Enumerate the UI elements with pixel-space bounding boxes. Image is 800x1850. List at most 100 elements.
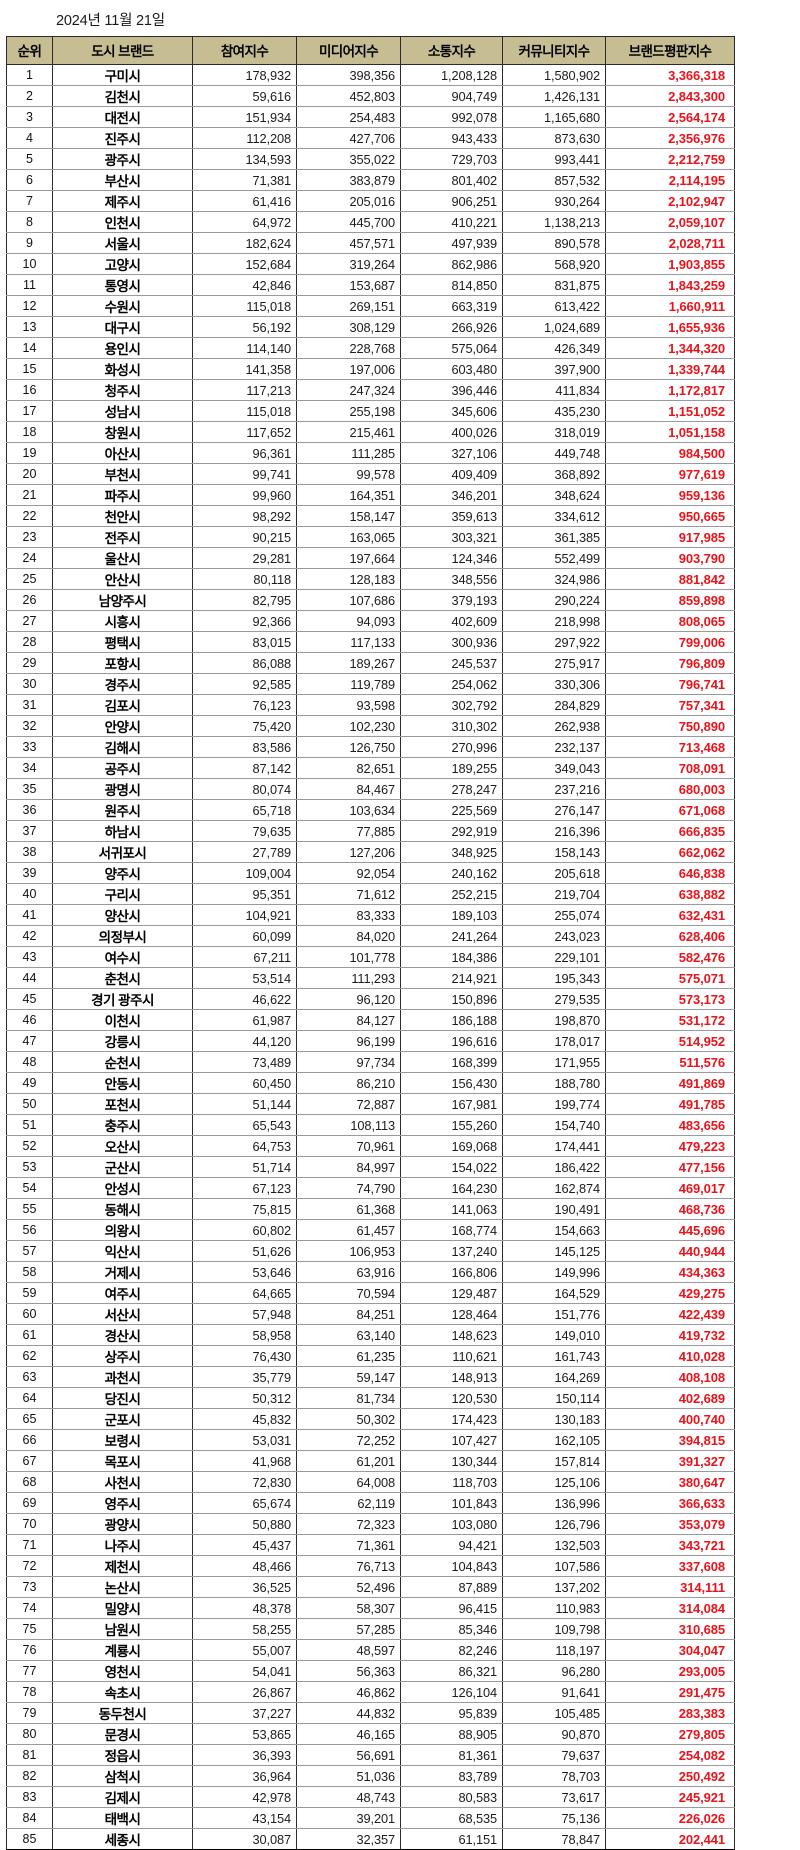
cell-media-index: 269,151 (296, 295, 401, 317)
cell-participation-index: 50,880 (192, 1513, 297, 1535)
cell-communication-index: 68,535 (400, 1807, 503, 1829)
cell-rank: 70 (6, 1513, 53, 1535)
cell-communication-index: 137,240 (400, 1240, 503, 1262)
cell-city-brand: 부산시 (52, 169, 193, 191)
table-row: 54 안성시 67,123 74,790 164,230 162,874 469,017 (6, 1177, 735, 1199)
cell-communication-index: 150,896 (400, 988, 503, 1010)
table-row: 44 춘천시 53,514 111,293 214,921 195,343 575,071 (6, 967, 735, 989)
cell-city-brand: 논산시 (52, 1576, 193, 1598)
cell-media-index: 70,961 (296, 1135, 401, 1157)
cell-media-index: 71,361 (296, 1534, 401, 1556)
cell-community-index: 110,983 (502, 1597, 606, 1619)
cell-community-index: 361,385 (502, 526, 606, 548)
cell-participation-index: 41,968 (192, 1450, 297, 1472)
cell-media-index: 72,252 (296, 1429, 401, 1451)
cell-brand-reputation-index: 304,047 (605, 1639, 735, 1661)
table-row: 48 순천시 73,489 97,734 168,399 171,955 511,576 (6, 1051, 735, 1073)
cell-media-index: 96,199 (296, 1030, 401, 1052)
cell-rank: 36 (6, 799, 53, 821)
cell-media-index: 126,750 (296, 736, 401, 758)
cell-communication-index: 345,606 (400, 400, 503, 422)
cell-participation-index: 30,087 (192, 1828, 297, 1850)
cell-communication-index: 118,703 (400, 1471, 503, 1493)
cell-participation-index: 104,921 (192, 904, 297, 926)
table-row: 26 남양주시 82,795 107,686 379,193 290,224 859,898 (6, 589, 735, 611)
cell-brand-reputation-index: 479,223 (605, 1135, 735, 1157)
cell-media-index: 127,206 (296, 841, 401, 863)
table-row: 13 대구시 56,192 308,129 266,926 1,024,689 1,655,… (6, 316, 735, 338)
cell-rank: 56 (6, 1219, 53, 1241)
cell-media-index: 71,612 (296, 883, 401, 905)
cell-communication-index: 104,843 (400, 1555, 503, 1577)
cell-communication-index: 1,208,128 (400, 64, 503, 86)
cell-community-index: 150,114 (502, 1387, 606, 1409)
table-header: 순위 도시 브랜드 참여지수 미디어지수 소통지수 커뮤니티지수 브랜드평판지수 (6, 36, 735, 65)
cell-communication-index: 130,344 (400, 1450, 503, 1472)
cell-participation-index: 27,789 (192, 841, 297, 863)
cell-rank: 47 (6, 1030, 53, 1052)
table-row: 64 당진시 50,312 81,734 120,530 150,114 402,689 (6, 1387, 735, 1409)
cell-community-index: 368,892 (502, 463, 606, 485)
cell-brand-reputation-index: 279,805 (605, 1723, 735, 1745)
cell-rank: 11 (6, 274, 53, 296)
cell-participation-index: 60,099 (192, 925, 297, 947)
cell-participation-index: 54,041 (192, 1660, 297, 1682)
cell-communication-index: 174,423 (400, 1408, 503, 1430)
cell-community-index: 126,796 (502, 1513, 606, 1535)
cell-community-index: 237,216 (502, 778, 606, 800)
cell-brand-reputation-index: 632,431 (605, 904, 735, 926)
table-row: 77 영천시 54,041 56,363 86,321 96,280 293,005 (6, 1660, 735, 1682)
cell-rank: 25 (6, 568, 53, 590)
cell-brand-reputation-index: 2,564,174 (605, 106, 735, 128)
cell-city-brand: 남양주시 (52, 589, 193, 611)
cell-brand-reputation-index: 353,079 (605, 1513, 735, 1535)
cell-participation-index: 58,255 (192, 1618, 297, 1640)
cell-city-brand: 시흥시 (52, 610, 193, 632)
cell-rank: 69 (6, 1492, 53, 1514)
cell-brand-reputation-index: 2,356,976 (605, 127, 735, 149)
cell-media-index: 61,201 (296, 1450, 401, 1472)
cell-media-index: 83,333 (296, 904, 401, 926)
cell-city-brand: 양산시 (52, 904, 193, 926)
cell-rank: 75 (6, 1618, 53, 1640)
cell-media-index: 153,687 (296, 274, 401, 296)
column-header-communication-index: 소통지수 (400, 36, 503, 65)
cell-participation-index: 151,934 (192, 106, 297, 128)
cell-rank: 46 (6, 1009, 53, 1031)
cell-rank: 57 (6, 1240, 53, 1262)
table-row: 49 안동시 60,450 86,210 156,430 188,780 491,869 (6, 1072, 735, 1094)
cell-city-brand: 의정부시 (52, 925, 193, 947)
cell-media-index: 197,664 (296, 547, 401, 569)
table-row: 68 사천시 72,830 64,008 118,703 125,106 380,647 (6, 1471, 735, 1493)
cell-communication-index: 241,264 (400, 925, 503, 947)
cell-media-index: 96,120 (296, 988, 401, 1010)
cell-community-index: 397,900 (502, 358, 606, 380)
cell-participation-index: 71,381 (192, 169, 297, 191)
table-row: 80 문경시 53,865 46,165 88,905 90,870 279,805 (6, 1723, 735, 1745)
cell-rank: 45 (6, 988, 53, 1010)
table-row: 79 동두천시 37,227 44,832 95,839 105,485 283,383 (6, 1702, 735, 1724)
table-row: 20 부천시 99,741 99,578 409,409 368,892 977,619 (6, 463, 735, 485)
cell-media-index: 319,264 (296, 253, 401, 275)
table-row: 38 서귀포시 27,789 127,206 348,925 158,143 662,062 (6, 841, 735, 863)
column-header-rank: 순위 (6, 36, 53, 65)
cell-brand-reputation-index: 429,275 (605, 1282, 735, 1304)
cell-participation-index: 90,215 (192, 526, 297, 548)
table-row: 65 군포시 45,832 50,302 174,423 130,183 400,740 (6, 1408, 735, 1430)
cell-communication-index: 155,260 (400, 1114, 503, 1136)
cell-rank: 40 (6, 883, 53, 905)
cell-city-brand: 의왕시 (52, 1219, 193, 1241)
cell-communication-index: 83,789 (400, 1765, 503, 1787)
cell-community-index: 79,637 (502, 1744, 606, 1766)
cell-communication-index: 266,926 (400, 316, 503, 338)
cell-media-index: 128,183 (296, 568, 401, 590)
cell-community-index: 198,870 (502, 1009, 606, 1031)
cell-media-index: 355,022 (296, 148, 401, 170)
cell-brand-reputation-index: 283,383 (605, 1702, 735, 1724)
table-row: 37 하남시 79,635 77,885 292,919 216,396 666,835 (6, 820, 735, 842)
cell-media-index: 102,230 (296, 715, 401, 737)
cell-brand-reputation-index: 573,173 (605, 988, 735, 1010)
cell-brand-reputation-index: 859,898 (605, 589, 735, 611)
cell-community-index: 161,743 (502, 1345, 606, 1367)
cell-media-index: 72,323 (296, 1513, 401, 1535)
